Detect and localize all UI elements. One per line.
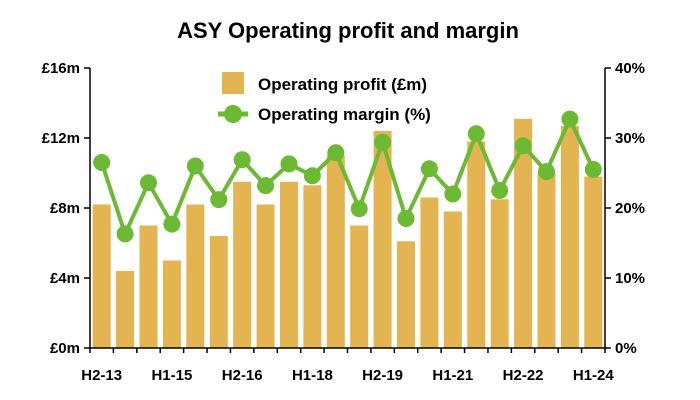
bar-H1-15 [162,260,181,348]
margin-point-H1-17 [257,177,275,195]
margin-point-H2-23 [561,110,579,128]
margin-point-H2-13 [93,154,111,171]
margin-point-H2-21 [467,125,485,143]
bar-H1-24 [584,176,603,348]
margin-point-H1-22 [491,182,509,199]
x-tick-label: H1-21 [432,367,473,384]
margin-point-H2-17 [280,155,298,173]
bar-H2-15 [186,204,205,348]
bar-H2-18 [326,155,345,348]
margin-point-H1-18 [303,167,321,185]
x-tick-label: H2-13 [81,367,122,384]
margin-line-group [93,110,602,243]
y-right-tick-label: 20% [615,200,645,217]
margin-point-H1-20 [397,210,415,227]
axes-group: £0m £4m £8m £12m £16m 0% 10% 20% 30% 40% H2-13 H1-1… [42,60,645,384]
margin-point-H1-16 [210,191,228,209]
y-left-tick-label: £16m [42,60,80,77]
bar-H2-20 [420,197,439,348]
bar-H1-18 [303,185,322,349]
y-right-tick-label: 30% [615,130,645,147]
margin-point-H2-15 [186,157,204,175]
x-tick-label: H2-19 [362,367,403,384]
bar-H1-16 [209,236,228,348]
bar-H2-21 [467,141,486,348]
bar-H1-17 [256,204,275,348]
y-left-tick-label: £0m [50,340,80,357]
legend-dot-swatch [224,105,242,123]
bar-H1-21 [443,211,462,348]
bar-H2-13 [92,204,111,348]
margin-point-H2-16 [233,151,251,169]
bar-H1-23 [537,173,556,348]
y-right-tick-label: 40% [615,60,645,77]
bar-H2-16 [233,181,252,349]
y-left-tick-label: £4m [50,270,80,287]
margin-point-H2-22 [514,137,532,155]
x-tick-label: H1-24 [573,367,615,384]
legend-label-profit: Operating profit (£m) [258,75,427,94]
bar-H1-20 [397,241,415,349]
margin-point-H2-14 [140,174,157,192]
bar-H2-23 [560,125,579,349]
legend-label-margin: Operating margin (%) [258,105,431,124]
margin-point-H1-15 [163,215,181,233]
legend-bar-swatch [222,72,244,94]
bar-H2-17 [280,181,298,349]
bar-H2-22 [514,118,533,349]
x-tick-label: H2-22 [503,367,544,384]
legend: Operating profit (£m) Operating margin (… [218,72,431,124]
bar-H1-22 [490,199,509,349]
bars-group [92,118,603,349]
x-tick-label: H2-16 [222,367,263,384]
margin-point-H2-20 [420,160,438,178]
margin-point-H2-18 [327,144,345,162]
margin-point-H1-19 [350,200,368,218]
y-right-tick-label: 10% [615,270,645,287]
margin-point-H1-21 [444,185,462,203]
margin-line [99,117,596,236]
bar-H1-14 [116,271,135,348]
y-right-tick-label: 0% [615,340,637,357]
x-tick-label: H1-18 [292,367,333,384]
margin-point-H1-14 [116,225,134,243]
chart-title: ASY Operating profit and margin [177,18,519,43]
margin-point-H2-19 [374,133,392,151]
margin-point-H1-23 [538,163,555,181]
x-tick-label: H1-15 [151,367,192,384]
bar-H2-19 [373,131,392,348]
y-left-tick-label: £12m [42,130,80,147]
margin-point-H1-24 [584,161,602,178]
y-left-tick-label: £8m [50,200,80,217]
bar-H2-14 [139,225,158,348]
bar-H1-19 [350,225,369,348]
